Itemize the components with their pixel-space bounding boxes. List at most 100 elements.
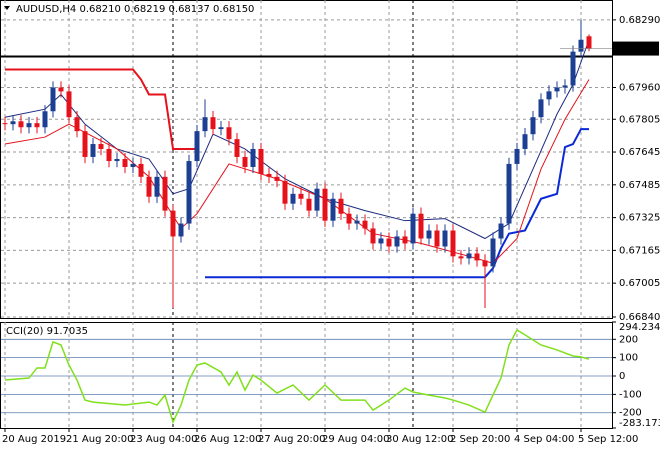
x-tick-label: 5 Sep 12:00 xyxy=(578,434,638,445)
candle-body xyxy=(178,223,184,237)
candle-body xyxy=(122,159,128,167)
candle-body xyxy=(194,131,200,162)
candle-body xyxy=(546,91,552,100)
candle-body xyxy=(450,230,456,257)
y-tick-label: -283.1739 xyxy=(619,418,660,429)
candle-body xyxy=(402,236,408,244)
x-tick-label: 21 Aug 20:00 xyxy=(66,434,133,445)
candle-body xyxy=(34,123,40,128)
candle-body xyxy=(586,36,592,49)
candle-body xyxy=(434,230,440,247)
cci-line xyxy=(4,328,590,425)
y-tick-label: 0.67805 xyxy=(619,114,660,125)
candle-body xyxy=(274,176,280,181)
candle-body xyxy=(202,117,208,132)
candle-body xyxy=(394,236,400,247)
candle-body xyxy=(2,123,8,125)
y-tick-label: 0.66840 xyxy=(619,312,660,323)
x-tick-label: 30 Aug 12:00 xyxy=(386,434,453,445)
candle-body xyxy=(26,123,32,128)
x-tick-label: 2 Sep 20:00 xyxy=(450,434,510,445)
candle-body xyxy=(330,198,336,221)
x-tick-label: 27 Aug 20:00 xyxy=(258,434,325,445)
y-tick-label: -100 xyxy=(619,389,642,400)
candle-body xyxy=(234,139,240,157)
candle-body xyxy=(530,117,536,135)
candle-body xyxy=(522,134,528,149)
candle-body xyxy=(242,156,248,167)
x-tick-label: 20 Aug 2019 xyxy=(2,434,66,445)
candle-body xyxy=(138,163,144,177)
main-panel xyxy=(0,0,613,319)
candle-body xyxy=(130,163,136,167)
candle-body xyxy=(378,238,384,244)
candle-body xyxy=(50,87,56,112)
candle-body xyxy=(218,127,224,130)
candle-body xyxy=(498,223,504,239)
candle-body xyxy=(146,176,152,197)
candle-body xyxy=(210,117,216,130)
candle-body xyxy=(90,144,96,157)
candle-body xyxy=(386,238,392,247)
candle-body xyxy=(570,51,576,86)
x-tick-label: 23 Aug 04:00 xyxy=(130,434,197,445)
candle-body xyxy=(474,253,480,261)
x-tick-label: 4 Sep 04:00 xyxy=(514,434,574,445)
candle-body xyxy=(442,230,448,247)
candle-body xyxy=(186,161,192,224)
cci-panel xyxy=(0,322,613,429)
candle-body xyxy=(322,188,328,221)
candle-body xyxy=(82,131,88,157)
candle-body xyxy=(106,148,112,162)
candle-body xyxy=(266,173,272,177)
candle-body xyxy=(578,39,584,52)
candle-body xyxy=(58,87,64,92)
candle-body xyxy=(98,144,104,149)
y-tick-label: 0.67485 xyxy=(619,180,660,191)
candle-body xyxy=(354,220,360,224)
candle-body xyxy=(346,213,352,224)
candle-body xyxy=(298,193,304,199)
candle-body xyxy=(162,176,168,211)
candle-body xyxy=(482,260,488,267)
y-tick-label: 0.67325 xyxy=(619,213,660,224)
indicator-title: CCI(20) 91.7035 xyxy=(6,326,88,337)
indicator-line xyxy=(5,68,197,150)
indicator-line xyxy=(205,128,589,279)
candle-body xyxy=(418,213,424,239)
chart-title: AUDUSD,H4 0.68210 0.68219 0.68137 0.6815… xyxy=(16,4,254,15)
candle-body xyxy=(314,188,320,211)
y-tick-label: 0.67005 xyxy=(619,278,660,289)
y-tick-label: -200 xyxy=(619,408,642,419)
candle-body xyxy=(66,91,72,118)
candle-body xyxy=(154,176,160,197)
y-tick-label: 0.67165 xyxy=(619,245,660,256)
candle-body xyxy=(426,230,432,239)
candle-body xyxy=(458,256,464,259)
candle-body xyxy=(10,121,16,125)
candle-body xyxy=(506,163,512,224)
price-tag-label: 0.68150 xyxy=(617,44,658,55)
candle-body xyxy=(538,99,544,118)
candle-body xyxy=(362,220,368,229)
y-tick-label: 100 xyxy=(619,353,638,364)
x-tick-label: 29 Aug 04:00 xyxy=(322,434,389,445)
candle-body xyxy=(258,148,264,174)
y-tick-label: 0 xyxy=(619,371,625,382)
menu-arrow[interactable] xyxy=(4,6,10,10)
price-tag xyxy=(613,41,659,56)
candle-body xyxy=(410,213,416,244)
candle-body xyxy=(18,121,24,128)
candle-body xyxy=(42,111,48,128)
candle-body xyxy=(562,85,568,88)
y-tick-label: 0.67960 xyxy=(619,82,660,93)
candle-body xyxy=(490,238,496,267)
y-tick-label: 294.2344 xyxy=(619,322,660,333)
candle-body xyxy=(290,193,296,204)
candle-body xyxy=(306,198,312,211)
x-tick-label: 26 Aug 12:00 xyxy=(194,434,261,445)
candle-body xyxy=(370,228,376,244)
candle-body xyxy=(554,87,560,92)
candle-body xyxy=(338,198,344,214)
